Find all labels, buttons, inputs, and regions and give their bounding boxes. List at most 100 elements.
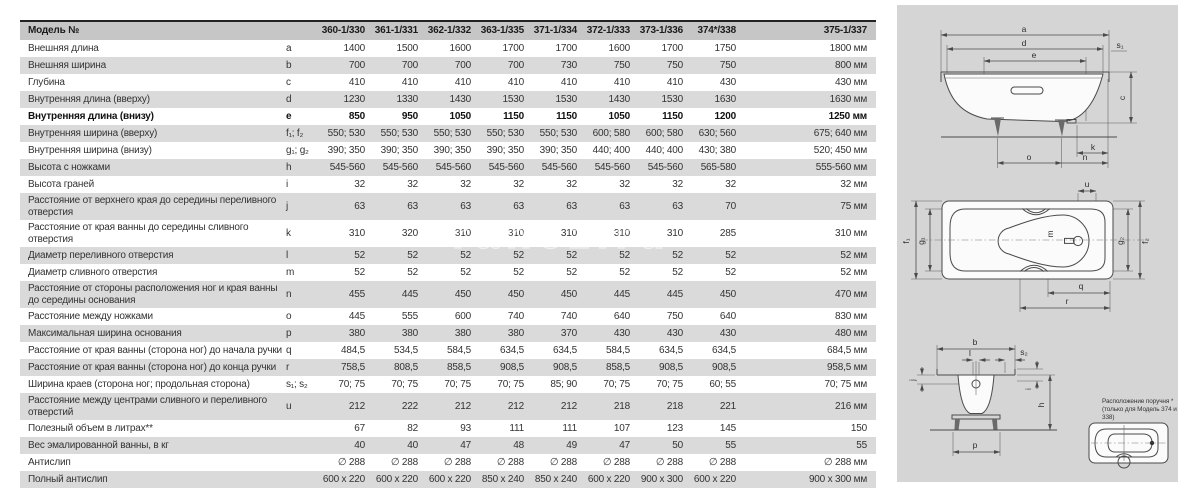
value-cell: 70; 75	[391, 378, 418, 390]
value-cell: 380	[454, 327, 471, 339]
table-row: Ширина краев (сторона ног; продольная ст…	[20, 376, 876, 393]
side-view-bathtub	[940, 71, 1117, 138]
value-cell: 430	[613, 327, 630, 339]
row-label: Высота с ножками	[28, 161, 110, 173]
handle-position-diagram	[1088, 422, 1169, 469]
value-cell: 145	[719, 422, 736, 434]
value-cell: 545-560	[382, 161, 419, 173]
row-letter: p	[286, 327, 292, 339]
model-header: 362-1/332	[427, 25, 471, 37]
side-view-diagram: a d e s₁ c k o n	[940, 24, 1137, 168]
value-cell: 750	[613, 59, 630, 71]
value-cell: 111	[509, 422, 524, 434]
value-cell: 550; 530	[327, 127, 366, 139]
value-cell: 858,5	[446, 361, 471, 373]
value-cell: 1330	[396, 93, 419, 105]
value-cell: 700	[401, 59, 418, 71]
value-cell: ∅ 288	[602, 456, 630, 468]
value-cell: 70; 75	[444, 378, 471, 390]
value-cell: 107	[613, 422, 630, 434]
value-cell: 455	[348, 288, 365, 300]
value-cell: 600 x 220	[587, 473, 630, 485]
value-cell: 52	[460, 266, 471, 278]
value-cell: 212	[454, 400, 471, 412]
value-cell: 70; 75	[338, 378, 365, 390]
table-row: Высота граней i 32 32 32 32 32 32 32 32 32 мм	[20, 176, 876, 193]
value-cell: 390; 350	[380, 144, 419, 156]
value-cell: 440; 400	[592, 144, 631, 156]
svg-text:s₁: s₁	[1116, 40, 1123, 50]
value-cell: 908,5	[552, 361, 577, 373]
row-letter: r	[286, 361, 290, 373]
value-cell: 150	[850, 422, 867, 434]
value-cell: 70; 75	[656, 378, 683, 390]
value-cell: 410	[348, 76, 365, 88]
value-cell: 320	[401, 227, 418, 239]
drain-hole	[1149, 440, 1155, 446]
value-cell: 1630 мм	[829, 93, 868, 105]
value-cell: ∅ 288	[337, 456, 365, 468]
table-row: Внутренняя ширина (вверху) f₁; f₂ 550; 530…	[20, 125, 876, 142]
row-letter: u	[286, 400, 292, 412]
table-row: Расстояние от верхнего края до середины …	[20, 193, 876, 220]
svg-text:g₁: g₁	[916, 237, 926, 245]
value-cell: 750	[666, 59, 683, 71]
value-cell: 85; 90	[550, 378, 577, 390]
row-letter: o	[286, 310, 292, 322]
side-view-dimension-lines	[940, 33, 1133, 165]
value-cell: 858,5	[605, 361, 630, 373]
value-cell: 310	[454, 227, 471, 239]
row-letter: h	[286, 161, 292, 173]
value-cell: 430	[719, 327, 736, 339]
table-row: Внутренняя длина (вверху) d 1230 1330 1430 15…	[20, 91, 876, 108]
value-cell: 430	[666, 327, 683, 339]
value-cell: 730	[560, 59, 577, 71]
svg-text:u: u	[1085, 179, 1090, 189]
value-cell: 410	[507, 76, 524, 88]
value-cell: 630; 560	[698, 127, 737, 139]
value-cell: 750	[719, 59, 736, 71]
model-header: 363-1/335	[480, 25, 524, 37]
value-cell: 958,5 мм	[827, 361, 867, 373]
value-cell: 212	[560, 400, 577, 412]
value-cell: 800 мм	[834, 59, 867, 71]
plan-view-bathtub	[921, 200, 1149, 280]
value-cell: 600 x 220	[322, 473, 365, 485]
value-cell: 584,5	[605, 344, 630, 356]
table-row: Расстояние от края ванны (сторона ног) д…	[20, 359, 876, 376]
value-cell: ∅ 288	[549, 456, 577, 468]
value-cell: 600 x 220	[428, 473, 471, 485]
row-label: Внешняя ширина	[28, 59, 106, 71]
table-row: Полезный объем в литрах** 67 82 93 111 111 107…	[20, 420, 876, 437]
row-letter: a	[286, 42, 292, 54]
value-cell: 55	[856, 439, 867, 451]
value-cell: 900 x 300 мм	[808, 473, 867, 485]
value-cell: 1700	[661, 42, 684, 54]
value-cell: 32	[566, 178, 577, 190]
value-cell: 550; 530	[380, 127, 419, 139]
table-row: Расстояние от края ванны до середины сли…	[20, 220, 876, 247]
row-letter: s₁; s₂	[286, 378, 308, 390]
value-cell: 390; 350	[433, 144, 472, 156]
value-cell: 555	[401, 310, 418, 322]
value-cell: 600; 580	[645, 127, 684, 139]
value-cell: 1800 мм	[829, 42, 868, 54]
row-letter: l	[286, 249, 289, 261]
value-cell: 1530	[555, 93, 578, 105]
value-cell: 55	[725, 439, 736, 451]
row-label: Внутренняя ширина (внизу)	[28, 144, 152, 156]
value-cell: 600 x 220	[375, 473, 418, 485]
value-cell: 908,5	[499, 361, 524, 373]
value-cell: 808,5	[393, 361, 418, 373]
value-cell: 600; 580	[592, 127, 631, 139]
end-view-dimension-lines	[920, 347, 1052, 454]
svg-text:i: i	[1023, 388, 1033, 390]
value-cell: 47	[619, 439, 630, 451]
value-cell: 310	[666, 227, 683, 239]
row-label: Внутренняя длина (внизу)	[28, 110, 154, 122]
value-cell: 40	[407, 439, 418, 451]
grip-handle	[1115, 453, 1133, 458]
value-cell: 684,5 мм	[827, 344, 867, 356]
value-cell: 600	[454, 310, 471, 322]
table-row: Высота с ножками h 545-560 545-560 545-560 54…	[20, 159, 876, 176]
